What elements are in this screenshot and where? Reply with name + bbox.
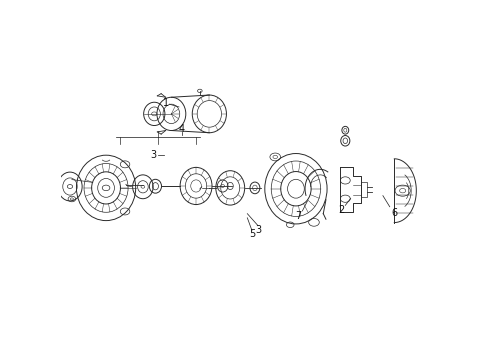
Text: 2: 2 <box>339 205 344 215</box>
Text: 5: 5 <box>249 229 255 239</box>
Text: 3: 3 <box>255 225 261 235</box>
Text: 1: 1 <box>163 98 169 108</box>
Text: 3: 3 <box>150 150 157 159</box>
Text: 7: 7 <box>294 211 301 221</box>
Bar <box>361 182 367 197</box>
Text: 4: 4 <box>178 124 185 134</box>
Text: 6: 6 <box>392 208 398 218</box>
